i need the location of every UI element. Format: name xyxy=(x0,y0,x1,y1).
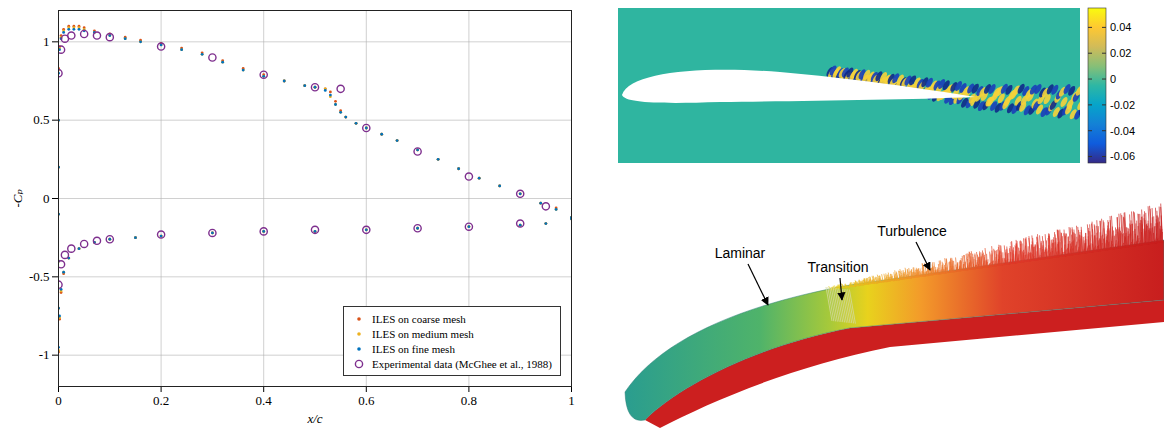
html-text:Experimental data (McGhee et a: Experimental data (McGhee et al., 1988) xyxy=(372,357,552,370)
svg-text:-Cₚ: -Cₚ xyxy=(10,189,25,207)
svg-text:x/c: x/c xyxy=(306,411,322,426)
svg-text:0.6: 0.6 xyxy=(358,393,375,408)
svg-text:0: 0 xyxy=(1110,73,1116,85)
svg-text:0.04: 0.04 xyxy=(1110,21,1131,33)
svg-text:0.8: 0.8 xyxy=(461,393,477,408)
svg-text:0.4: 0.4 xyxy=(256,393,273,408)
svg-text:0.5: 0.5 xyxy=(33,112,49,127)
svg-text:-0.02: -0.02 xyxy=(1110,99,1135,111)
svg-text:1: 1 xyxy=(43,34,50,49)
svg-text:Turbulence: Turbulence xyxy=(877,223,947,239)
html-text:ILES on fine mesh: ILES on fine mesh xyxy=(372,342,455,355)
svg-text:-1: -1 xyxy=(39,347,50,362)
svg-text:0: 0 xyxy=(43,191,50,206)
svg-text:0.02: 0.02 xyxy=(1110,47,1131,59)
html-text:ILES on coarse mesh: ILES on coarse mesh xyxy=(372,312,466,325)
svg-text:-0.5: -0.5 xyxy=(29,269,50,284)
svg-text:0.2: 0.2 xyxy=(153,393,169,408)
svg-text:0: 0 xyxy=(55,393,62,408)
svg-text:-0.06: -0.06 xyxy=(1110,150,1135,162)
svg-text:Transition: Transition xyxy=(808,259,869,275)
svg-text:1: 1 xyxy=(568,393,575,408)
html-text:ILES on medium mesh: ILES on medium mesh xyxy=(372,327,474,340)
svg-text:-0.04: -0.04 xyxy=(1110,125,1135,137)
svg-text:Laminar: Laminar xyxy=(715,245,766,261)
